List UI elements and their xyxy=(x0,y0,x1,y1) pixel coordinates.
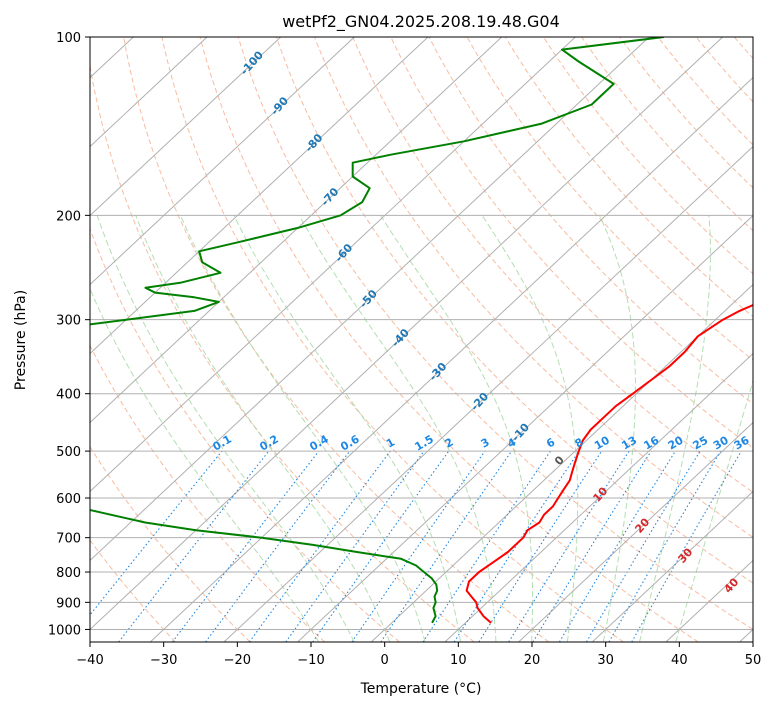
dry-adiabat-line xyxy=(90,344,326,642)
pressure-grid xyxy=(90,37,753,630)
moist-adiabat-line xyxy=(135,215,391,642)
x-tick-label: −10 xyxy=(297,653,324,668)
x-tick-label: 20 xyxy=(524,653,541,668)
isotherm-line xyxy=(90,37,576,493)
dry-adiabat-line xyxy=(390,37,753,449)
mixing-ratio-line xyxy=(171,450,320,642)
moist-adiabat-line xyxy=(639,215,711,642)
moist-adiabat-line xyxy=(380,215,534,642)
profile-lines xyxy=(90,37,753,624)
moist-adiabat-line xyxy=(233,215,461,642)
isotherm-line xyxy=(90,37,650,562)
x-tick-label: −20 xyxy=(224,653,251,668)
dry-adiabat-line xyxy=(237,37,753,630)
isotherm-line xyxy=(90,37,503,424)
isotherm-line xyxy=(223,145,753,642)
mixing-ratio-line xyxy=(478,450,603,642)
isotherm-line xyxy=(149,76,753,642)
isotherm-line xyxy=(518,421,753,642)
y-tick-label: 1000 xyxy=(48,623,81,638)
plot-area xyxy=(90,37,753,642)
isotherm-line xyxy=(90,37,724,631)
isotherm-line xyxy=(90,37,355,286)
y-axis-title: Pressure (hPa) xyxy=(13,290,29,390)
y-tick-label: 400 xyxy=(56,388,81,403)
dry-adiabat-line xyxy=(504,37,753,318)
x-tick-label: 10 xyxy=(450,653,467,668)
dewpoint-profile-line xyxy=(90,37,664,624)
dry-adiabat-line xyxy=(466,37,753,361)
isotherm-line xyxy=(90,37,208,148)
x-tick-label: 0 xyxy=(381,653,389,668)
isotherm-line xyxy=(90,37,429,355)
background-lines xyxy=(90,37,753,642)
isotherm-line xyxy=(591,490,753,642)
mixing-ratio-line xyxy=(312,450,450,642)
y-tick-label: 500 xyxy=(56,445,81,460)
moist-adiabat-line xyxy=(298,215,497,642)
x-tick-label: 50 xyxy=(745,653,762,668)
isotherm-line xyxy=(90,37,282,217)
dry-adiabat-line xyxy=(275,37,753,584)
moist-adiabat-line xyxy=(90,287,320,642)
y-tick-label: 600 xyxy=(56,492,81,507)
mixing-ratio-line xyxy=(90,450,223,616)
y-tick-label: 100 xyxy=(56,31,81,46)
mixing-ratio-line xyxy=(453,450,580,642)
x-tick-label: −30 xyxy=(150,653,177,668)
dry-adiabat-line xyxy=(90,63,475,642)
x-axis-title: Temperature (°C) xyxy=(360,681,482,697)
temperature-profile-line xyxy=(465,303,753,624)
plot-frame xyxy=(89,36,754,643)
mixing-ratio-line xyxy=(285,450,425,642)
y-tick-label: 900 xyxy=(56,596,81,611)
mixing-ratio-line xyxy=(532,450,652,642)
chart-title: wetPf2_GN04.2025.208.19.48.G04 xyxy=(282,12,560,32)
mixing-ratio-line xyxy=(558,450,676,642)
y-tick-label: 200 xyxy=(56,209,81,224)
dry-adiabat-line xyxy=(90,445,251,642)
moist-adiabat-line xyxy=(675,379,753,642)
y-tick-label: 300 xyxy=(56,314,81,329)
isotherm-line xyxy=(444,352,753,642)
isotherm-line xyxy=(297,214,753,642)
x-tick-label: 30 xyxy=(597,653,614,668)
dry-adiabat-line xyxy=(90,539,176,642)
mixing-ratio-line xyxy=(422,450,551,642)
y-tick-label: 700 xyxy=(56,532,81,547)
moist-adiabat-line xyxy=(599,215,636,642)
mixing-ratio-line xyxy=(351,450,486,642)
moist-adiabat-line xyxy=(180,215,426,642)
x-tick-label: −40 xyxy=(76,653,103,668)
dry-adiabat-line xyxy=(428,37,753,405)
mixing-ratio-line xyxy=(205,450,351,642)
mixing-ratio-line xyxy=(248,450,391,642)
mixing-ratio-line xyxy=(380,450,513,642)
dry-adiabat-line xyxy=(161,37,624,642)
x-tick-label: 40 xyxy=(671,653,688,668)
y-tick-label: 800 xyxy=(56,566,81,581)
dry-adiabat-line xyxy=(123,37,550,642)
moist-adiabat-line xyxy=(481,215,579,642)
